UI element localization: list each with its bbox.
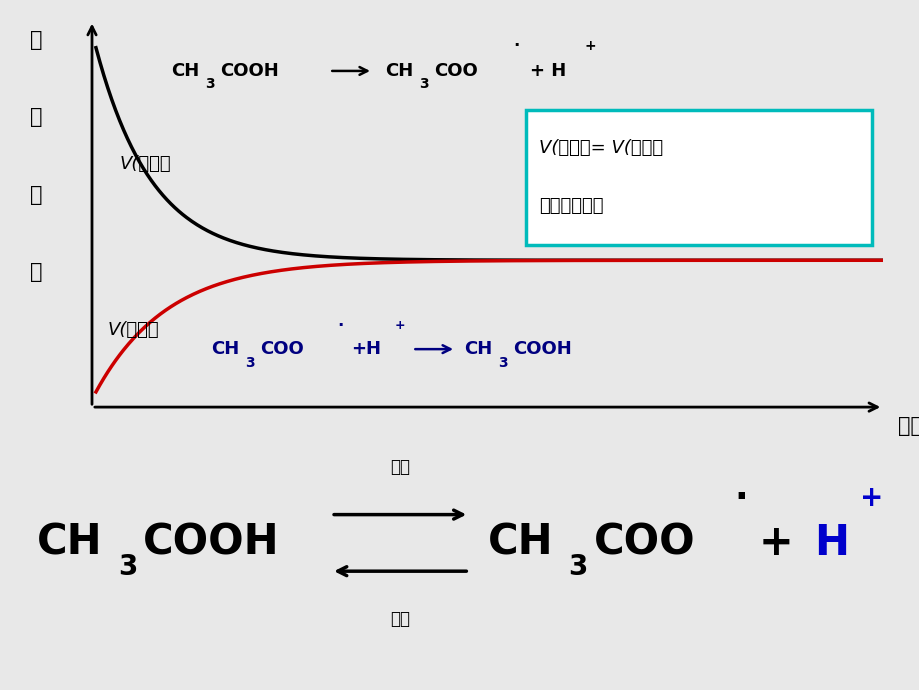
Text: 反: 反	[30, 30, 43, 50]
Text: 结合: 结合	[390, 610, 410, 629]
Text: 应: 应	[30, 108, 43, 127]
Text: COOH: COOH	[513, 340, 571, 358]
Text: CH: CH	[487, 522, 552, 564]
Text: CH: CH	[171, 62, 199, 80]
Text: COOH: COOH	[220, 62, 278, 80]
Text: 率: 率	[30, 262, 43, 282]
Text: 电离平衡状态: 电离平衡状态	[539, 197, 603, 215]
Text: +H: +H	[351, 340, 381, 358]
Text: CH: CH	[37, 522, 102, 564]
Text: 速: 速	[30, 185, 43, 204]
Text: ·: ·	[513, 37, 518, 55]
FancyBboxPatch shape	[526, 110, 871, 245]
Text: ·: ·	[337, 317, 344, 335]
Text: COO: COO	[593, 522, 694, 564]
Text: 电离: 电离	[390, 457, 410, 475]
Text: 3: 3	[118, 553, 137, 581]
Text: +: +	[758, 522, 793, 564]
Text: 时间: 时间	[898, 417, 919, 436]
Text: ·: ·	[733, 481, 747, 515]
Text: CH: CH	[463, 340, 492, 358]
Text: CH: CH	[210, 340, 239, 358]
Text: V(电离）: V(电离）	[119, 155, 171, 172]
Text: CH: CH	[384, 62, 413, 80]
Text: COO: COO	[434, 62, 477, 80]
Text: H: H	[813, 522, 848, 564]
Text: 3: 3	[497, 355, 507, 370]
Text: 3: 3	[418, 77, 428, 92]
Text: + H: + H	[529, 62, 565, 80]
Text: 3: 3	[244, 355, 254, 370]
Text: COOH: COOH	[142, 522, 279, 564]
Text: V(电离）= V(结合）: V(电离）= V(结合）	[539, 139, 663, 157]
Text: 3: 3	[568, 553, 587, 581]
Text: +: +	[394, 319, 405, 333]
Text: +: +	[584, 39, 596, 53]
Text: V(结合）: V(结合）	[108, 321, 159, 339]
Text: 3: 3	[205, 77, 214, 92]
Text: +: +	[859, 484, 882, 511]
Text: COO: COO	[259, 340, 303, 358]
